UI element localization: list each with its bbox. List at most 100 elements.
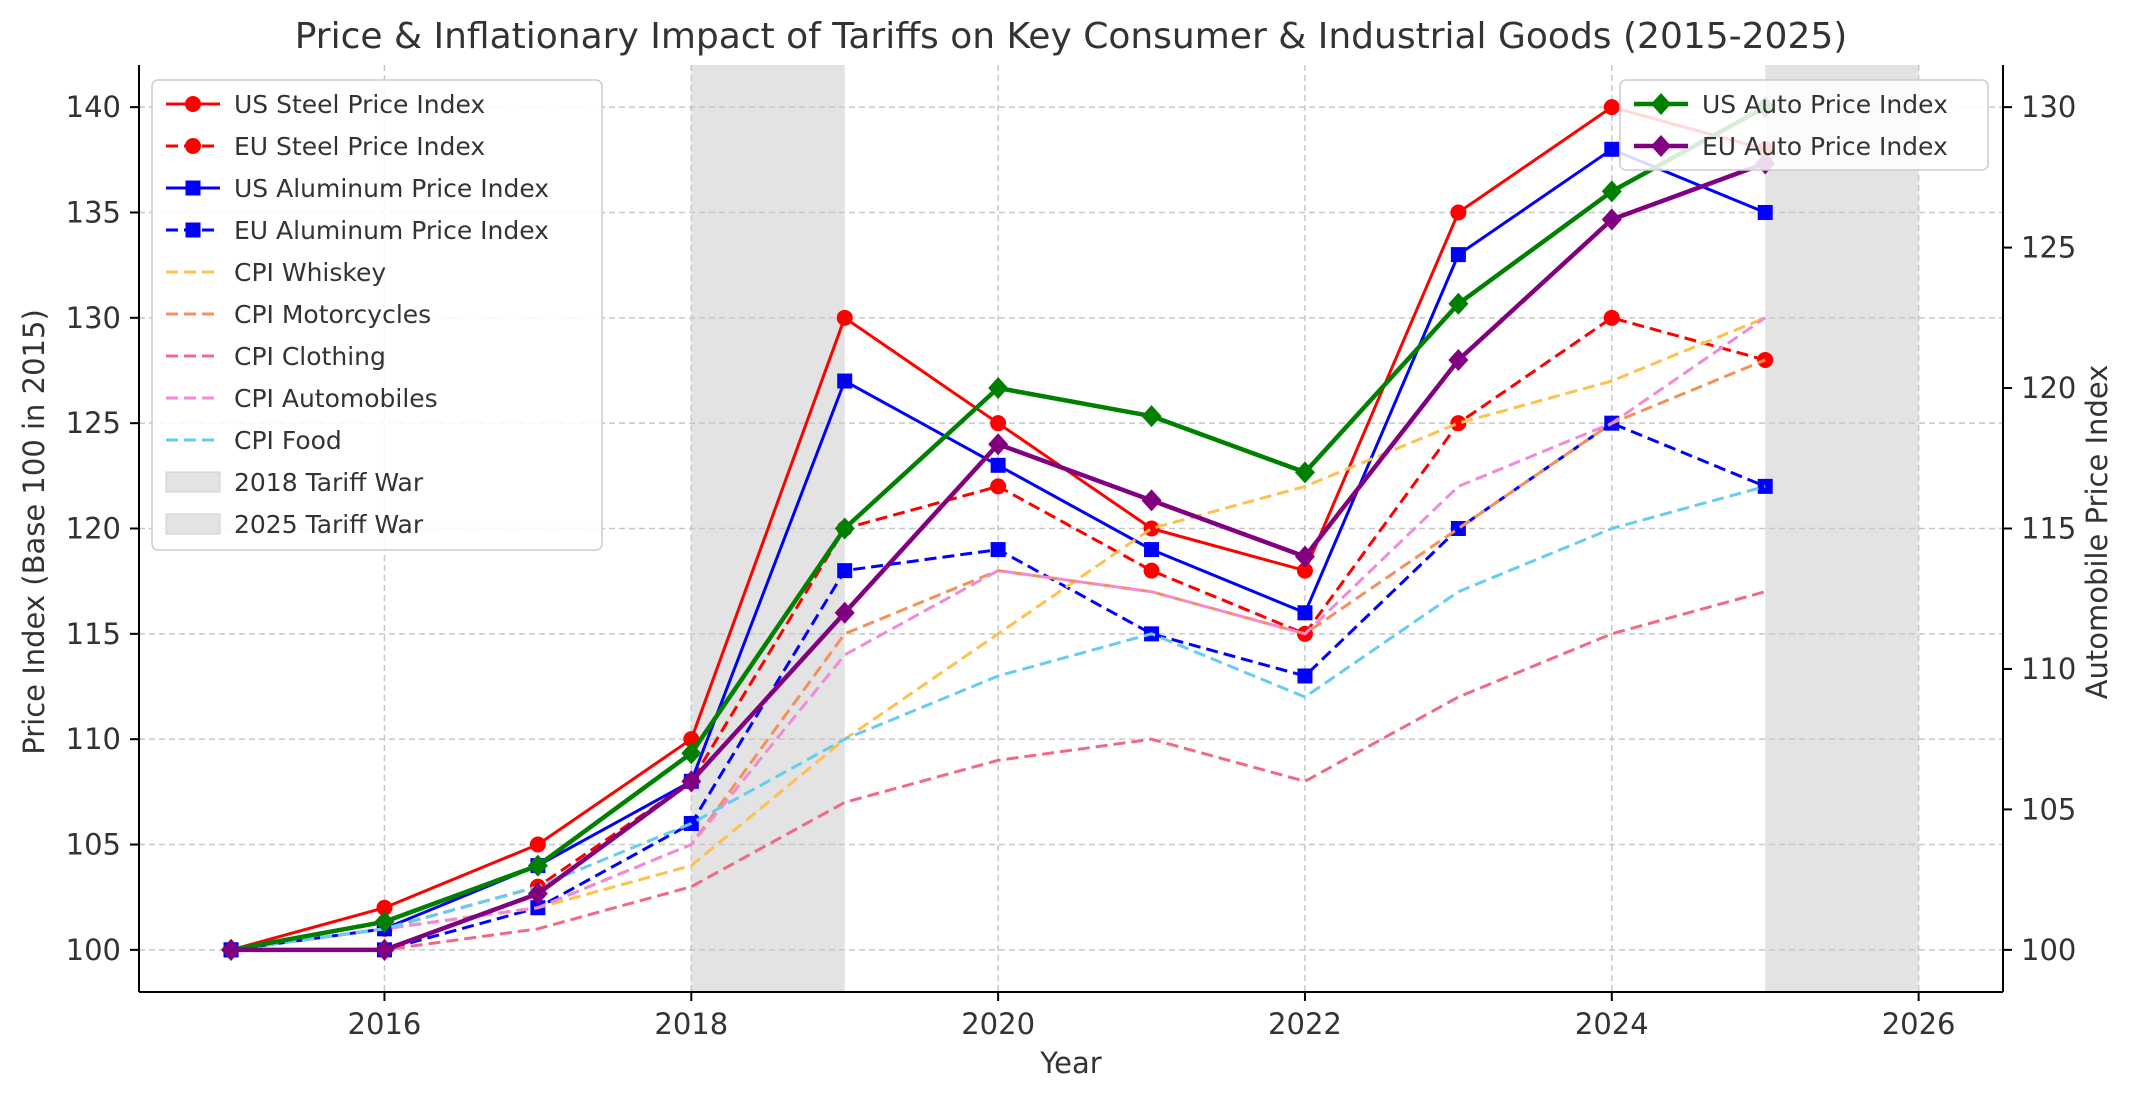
y2-tick-label: 115: [2021, 512, 2076, 546]
data-point-eu-aluminum-price-index: [1297, 668, 1313, 684]
y2-tick-label: 105: [2021, 792, 2076, 826]
legend-item-cpi-automobiles: CPI Automobiles: [166, 384, 438, 413]
legend-item-eu-auto-price-index: EU Auto Price Index: [1634, 132, 1948, 161]
x-axis-title: Year: [1039, 1046, 1101, 1080]
data-point-eu-steel-price-index: [990, 478, 1007, 495]
legend-label-us-auto-price-index: US Auto Price Index: [1702, 90, 1948, 119]
data-point-us-aluminum-price-index: [1450, 247, 1466, 263]
legend-marker-eu-auto-price-index: [1651, 135, 1671, 157]
legend-label-2025-tariff-war: 2025 Tariff War: [234, 510, 424, 539]
legend-item-us-auto-price-index: US Auto Price Index: [1634, 90, 1948, 119]
data-point-us-aluminum-price-index: [1757, 204, 1773, 220]
data-point-us-auto-price-index: [1294, 461, 1315, 484]
legend-swatch-2025-tariff-war: [165, 513, 221, 535]
data-point-us-aluminum-price-index: [1144, 542, 1160, 558]
data-point-us-steel-price-index: [1450, 204, 1467, 221]
x-tick-label: 2016: [348, 1007, 422, 1041]
series-cpi-food: [230, 484, 1766, 952]
legend-item-eu-aluminum-price-index: EU Aluminum Price Index: [166, 216, 549, 245]
data-point-us-auto-price-index: [988, 377, 1009, 400]
legend-item-cpi-whiskey: CPI Whiskey: [166, 258, 386, 287]
data-point-eu-auto-price-index: [681, 770, 702, 793]
data-point-us-aluminum-price-index: [1297, 605, 1313, 621]
series-cpi-clothing: [231, 590, 1766, 952]
legend-label-eu-aluminum-price-index: EU Aluminum Price Index: [234, 216, 549, 245]
y-tick-label: 115: [66, 617, 121, 651]
legend-label-cpi-whiskey: CPI Whiskey: [234, 258, 386, 287]
legend-item-cpi-food: CPI Food: [166, 426, 342, 455]
legend-left-frame: [151, 79, 603, 551]
data-point-eu-steel-price-index: [1450, 415, 1467, 432]
series-us-steel-price-index: [223, 99, 1774, 958]
data-point-eu-aluminum-price-index: [990, 542, 1006, 558]
data-point-us-steel-price-index: [683, 731, 700, 748]
data-point-us-steel-price-index: [376, 899, 393, 916]
data-point-us-aluminum-price-index: [1604, 141, 1620, 157]
legend-item-2025-tariff-war: 2025 Tariff War: [165, 510, 424, 539]
data-point-us-steel-price-index: [990, 415, 1007, 432]
y2-axis-title: Automobile Price Index: [2080, 365, 2114, 700]
legend-label-us-steel-price-index: US Steel Price Index: [234, 90, 485, 119]
series-line-cpi-food: [230, 484, 1766, 952]
legend-right-frame: [1619, 79, 1989, 171]
data-point-eu-auto-price-index: [1448, 348, 1469, 371]
legend-item-us-aluminum-price-index: US Aluminum Price Index: [166, 174, 549, 203]
data-point-eu-steel-price-index: [1143, 562, 1160, 579]
data-point-us-auto-price-index: [527, 854, 548, 877]
data-point-us-steel-price-index: [836, 309, 853, 326]
legend-right: US Auto Price Index EU Auto Price Index: [1619, 79, 1989, 171]
legend-label-cpi-automobiles: CPI Automobiles: [234, 384, 438, 413]
y-tick-label: 110: [66, 722, 121, 756]
y-tick-label: 125: [66, 406, 121, 440]
legend-label-2018-tariff-war: 2018 Tariff War: [234, 468, 424, 497]
data-point-us-steel-price-index: [529, 836, 546, 853]
legend-item-cpi-motorcycles: CPI Motorcycles: [166, 300, 431, 329]
data-point-eu-auto-price-index: [834, 601, 855, 624]
y2-tick-label: 100: [2021, 933, 2076, 967]
data-point-us-auto-price-index: [1601, 180, 1622, 203]
legend-label-cpi-motorcycles: CPI Motorcycles: [234, 300, 431, 329]
y2-tick-label: 110: [2021, 652, 2076, 686]
legend-swatch-2018-tariff-war: [165, 471, 221, 493]
y-tick-label: 105: [66, 828, 121, 862]
data-point-eu-steel-price-index: [1603, 309, 1620, 326]
y-tick-label: 130: [66, 301, 121, 335]
x-tick-label: 2022: [1268, 1007, 1342, 1041]
legend-label-eu-steel-price-index: EU Steel Price Index: [234, 132, 485, 161]
data-point-us-aluminum-price-index: [837, 373, 853, 389]
x-tick-label: 2024: [1575, 1007, 1649, 1041]
legend-label-cpi-clothing: CPI Clothing: [234, 342, 386, 371]
legend-label-eu-auto-price-index: EU Auto Price Index: [1702, 132, 1948, 161]
data-point-us-auto-price-index: [681, 742, 702, 765]
legend-item-eu-steel-price-index: EU Steel Price Index: [166, 132, 485, 161]
data-point-eu-auto-price-index: [374, 938, 395, 961]
x-tick-label: 2026: [1882, 1007, 1956, 1041]
data-point-us-auto-price-index: [834, 517, 855, 540]
data-point-us-steel-price-index: [1296, 562, 1313, 579]
legend-marker-us-auto-price-index: [1651, 93, 1671, 115]
legend-left: US Steel Price Index EU Steel Price Index…: [151, 79, 603, 551]
legend-label-us-aluminum-price-index: US Aluminum Price Index: [234, 174, 549, 203]
series-line-cpi-clothing: [231, 590, 1766, 952]
y-tick-label: 140: [66, 90, 121, 124]
legend-marker-eu-steel-price-index: [185, 138, 201, 154]
y2-tick-label: 120: [2021, 371, 2076, 405]
data-point-eu-auto-price-index: [1141, 489, 1162, 512]
data-point-eu-auto-price-index: [988, 433, 1009, 456]
data-point-eu-auto-price-index: [1294, 545, 1315, 568]
data-point-us-auto-price-index: [1448, 292, 1469, 315]
y-axis-title: Price Index (Base 100 in 2015): [17, 309, 51, 755]
chart-title: Price & Inflationary Impact of Tariffs o…: [295, 16, 1848, 57]
data-point-eu-aluminum-price-index: [837, 563, 853, 579]
legend-item-2018-tariff-war: 2018 Tariff War: [165, 468, 424, 497]
y-tick-label: 135: [66, 195, 121, 229]
data-point-us-auto-price-index: [374, 910, 395, 933]
data-point-eu-auto-price-index: [221, 938, 242, 961]
legend-label-cpi-food: CPI Food: [234, 426, 342, 455]
data-point-eu-auto-price-index: [1601, 208, 1622, 231]
legend-item-cpi-clothing: CPI Clothing: [166, 342, 386, 371]
legend-item-us-steel-price-index: US Steel Price Index: [166, 90, 485, 119]
y-tick-label: 120: [66, 512, 121, 546]
y-tick-label: 100: [66, 933, 121, 967]
